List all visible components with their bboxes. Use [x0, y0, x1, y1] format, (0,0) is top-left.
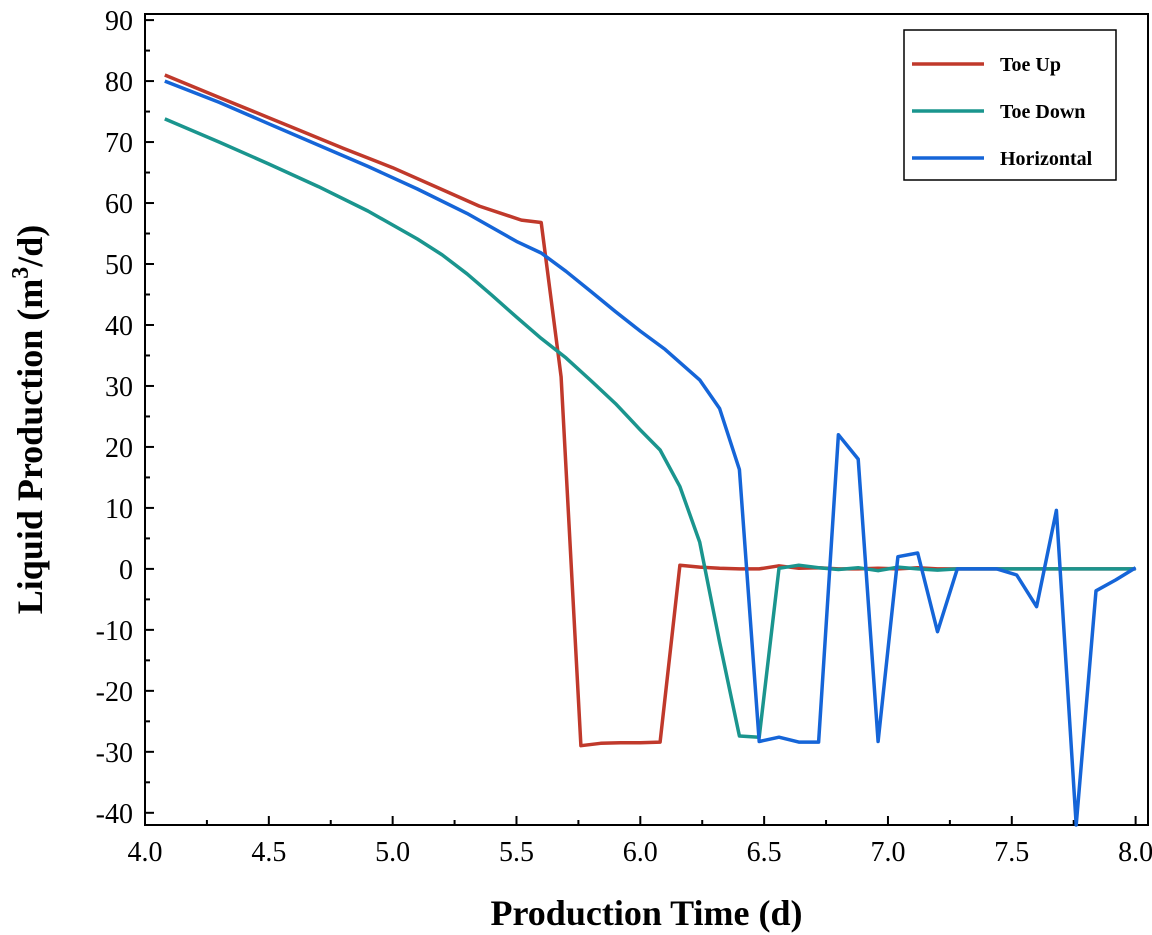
- y-tick-label: 90: [105, 6, 133, 37]
- y-tick-label: 50: [105, 250, 133, 281]
- series-line-horizontal: [164, 79, 1137, 827]
- series-lines: [164, 73, 1137, 827]
- legend-label-toe-up: Toe Up: [1000, 54, 1061, 76]
- x-tick-label: 7.5: [994, 837, 1029, 868]
- y-tick-label: 40: [105, 311, 133, 342]
- y-tick-label: -40: [96, 799, 133, 830]
- y-axis-title-superscript: 3: [8, 267, 34, 279]
- y-tick-label: 20: [105, 433, 133, 464]
- y-tick-label: 80: [105, 67, 133, 98]
- x-axis-ticks: 4.0 4.5 5.0 5.5 6.0 6.5 7.0 7.5 8.0: [128, 816, 1152, 868]
- y-axis-title: Liquid Production (m3/d): [8, 225, 50, 614]
- x-tick-label: 8.0: [1118, 837, 1152, 868]
- legend: Toe Up Toe Down Horizontal: [903, 29, 1117, 181]
- x-tick-label: 5.0: [375, 837, 410, 868]
- x-tick-label: 4.0: [128, 837, 163, 868]
- series-line-toe-down: [164, 117, 1136, 739]
- y-tick-label: -30: [96, 738, 133, 769]
- y-axis-title-main: Liquid Production (m: [10, 279, 50, 614]
- legend-label-toe-down: Toe Down: [1000, 101, 1085, 123]
- y-tick-label: -20: [96, 677, 133, 708]
- y-axis-ticks: -40 -30 -20 -10 0 10 20 30 40 50 60 70 80 90: [96, 6, 154, 830]
- axes: 4.0 4.5 5.0 5.5 6.0 6.5 7.0 7.5 8.0 -40 -30 -20 -10…: [96, 6, 1152, 868]
- x-axis-title: Production Time (d): [490, 893, 802, 933]
- y-tick-label: 30: [105, 372, 133, 403]
- plot-frame: [144, 13, 1149, 826]
- legend-label-horizontal: Horizontal: [1000, 148, 1093, 170]
- y-axis-title-unit: /d): [10, 225, 50, 268]
- y-tick-label: 70: [105, 128, 133, 159]
- x-tick-label: 6.5: [747, 837, 782, 868]
- y-tick-label: 10: [105, 494, 133, 525]
- y-tick-label: 60: [105, 189, 133, 220]
- x-tick-label: 6.0: [623, 837, 658, 868]
- x-tick-label: 5.5: [499, 837, 534, 868]
- y-tick-label: 0: [119, 555, 133, 586]
- legend-box: [903, 29, 1117, 181]
- x-tick-label: 4.5: [251, 837, 286, 868]
- x-tick-label: 7.0: [870, 837, 905, 868]
- y-tick-label: -10: [96, 616, 133, 647]
